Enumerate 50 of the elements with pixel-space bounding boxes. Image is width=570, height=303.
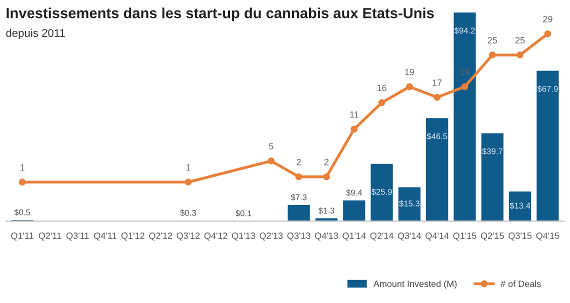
data-label: 2 xyxy=(324,158,329,166)
data-label: 19 xyxy=(405,68,414,76)
data-label: $1.3 xyxy=(318,207,334,214)
data-label: 1 xyxy=(186,164,190,171)
x-tick-label: Q2'11 xyxy=(38,232,62,241)
x-tick-label: Q3'13 xyxy=(287,232,310,241)
data-label: $15.3 xyxy=(399,200,420,207)
data-label: 2 xyxy=(296,158,301,166)
data-label: 5 xyxy=(269,143,274,150)
data-label: $94.2 xyxy=(454,27,475,34)
data-label: $0.5 xyxy=(14,209,30,216)
x-tick-label: Q1'15 xyxy=(453,232,476,241)
x-tick-label: Q1'14 xyxy=(342,232,366,241)
x-tick-label: Q3'12 xyxy=(176,232,200,241)
data-label: $13.4 xyxy=(510,202,530,210)
data-label: $39.7 xyxy=(482,148,502,155)
data-label: 19 xyxy=(460,68,470,76)
data-label: 17 xyxy=(432,80,442,86)
x-tick-label: Q3'11 xyxy=(66,232,89,241)
data-label: 16 xyxy=(377,84,386,92)
x-tick-label: Q1'13 xyxy=(232,232,256,241)
x-tick-label: Q2'12 xyxy=(149,232,172,241)
legend-label: Amount Invested (M) xyxy=(373,280,457,289)
x-tick-label: Q4'14 xyxy=(426,232,449,241)
data-label: $25.9 xyxy=(371,188,392,196)
x-tick-label: Q1'11 xyxy=(11,232,34,241)
x-tick-label: Q3'15 xyxy=(508,232,532,241)
x-tick-label: Q3'14 xyxy=(398,232,422,241)
x-tick-label: Q4'15 xyxy=(536,232,560,241)
data-label: $0.3 xyxy=(180,209,196,216)
x-tick-label: Q2'14 xyxy=(370,232,394,241)
chart-title: Investissements dans les start-up du cannabis aux Etats-Unis xyxy=(6,8,434,22)
data-label: 11 xyxy=(350,111,358,118)
data-label: $9.4 xyxy=(346,189,362,196)
x-tick-label: Q2'13 xyxy=(260,232,283,241)
data-label: $46.5 xyxy=(426,132,448,140)
data-label: 1 xyxy=(20,164,24,171)
data-label: $67.9 xyxy=(537,86,558,92)
data-label: 25 xyxy=(515,37,525,44)
text: depuis 2011 xyxy=(6,28,65,40)
data-label: $7.3 xyxy=(290,194,307,201)
data-label: 29 xyxy=(543,16,552,22)
x-tick-label: Q4'12 xyxy=(204,232,228,241)
x-tick-label: Q4'11 xyxy=(94,232,116,241)
x-tick-label: Q4'13 xyxy=(315,232,338,241)
x-tick-label: Q2'15 xyxy=(480,232,504,241)
legend-label: # of Deals xyxy=(500,280,541,288)
data-label: 25 xyxy=(488,37,498,44)
x-tick-label: Q1'12 xyxy=(121,232,144,241)
data-label: $0.1 xyxy=(236,210,252,217)
